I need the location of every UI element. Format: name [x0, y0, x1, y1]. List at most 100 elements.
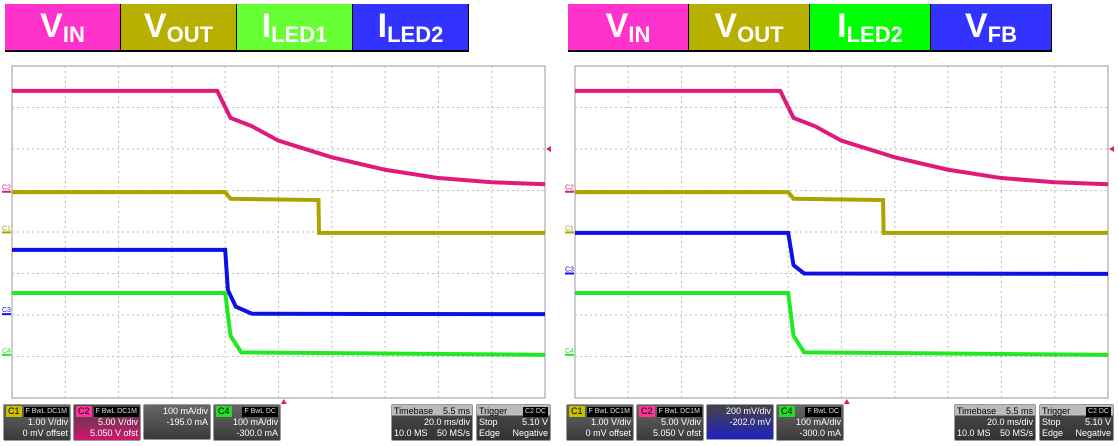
legend-item: I LED2 [353, 4, 469, 50]
channel-tag: C1 [6, 406, 22, 417]
ground-marker-c1: C1 [565, 225, 574, 232]
channel-flags: F BwL DC1M [656, 406, 702, 417]
trigger-flags: C2 DC [1085, 406, 1111, 417]
legend-item: V IN [568, 4, 689, 50]
ground-marker-c4: C4 [565, 348, 574, 355]
channel-scale: 100 mA/div [162, 406, 208, 416]
ground-marker-c1: C1 [2, 225, 11, 232]
legend-main: V [40, 7, 63, 45]
trigger-position-marker [280, 399, 287, 404]
channel-box-4[interactable]: C4 F BwL DC 100 mA/div -300.0 mA [213, 404, 281, 441]
legend-sub: IN [62, 22, 85, 47]
sample-rate: 50 MS/s [436, 428, 470, 438]
channel-offset: 5.050 V ofst [89, 428, 138, 438]
legend-main: V [143, 7, 167, 45]
scope-panel-left: V IN V OUT I LED1 I LED2 C2 C1 C3 C4 C1 F BwL DC1M 1.… [2, 4, 551, 444]
timebase-box[interactable]: Timebase 5.5 ms 20.0 ms/div 10.0 MS 50 MS/… [954, 404, 1036, 441]
trigger-flags: C2 DC [522, 406, 548, 417]
legend-sub: OUT [166, 22, 214, 47]
legend-main: I [261, 7, 272, 45]
timebase-delay: 5.5 ms [1005, 406, 1033, 416]
channel-box-3[interactable]: 200 mV/div -202.0 mV [706, 404, 774, 440]
trigger-mode: Stop [479, 417, 498, 427]
channel-box-4[interactable]: C4 F BwL DC 100 mA/div -300.0 mA [776, 404, 844, 441]
timebase-box[interactable]: Timebase 5.5 ms 20.0 ms/div 10.0 MS 50 MS/… [391, 404, 473, 441]
channel-flags: F BwL DC [805, 406, 841, 417]
trace-iled2 [575, 291, 1109, 357]
trigger-type: Edge [1042, 428, 1064, 438]
trace-vin [575, 88, 1109, 187]
trigger-level-marker [546, 146, 551, 152]
legend-item: I LED1 [237, 4, 353, 50]
timebase-label: Timebase [394, 406, 434, 416]
channel-offset: -300.0 mA [236, 428, 278, 438]
channel-scale: 200 mV/div [725, 406, 771, 416]
legend-main: V [605, 7, 629, 45]
legend-main: I [837, 7, 847, 45]
status-bar: C1 F BwL DC1M 1.00 V/div 0 mV offset C2 F B… [3, 404, 551, 444]
ground-marker-c3: C3 [565, 267, 574, 274]
ground-marker-c4: C4 [2, 348, 11, 355]
channel-scale: 1.00 V/div [590, 417, 631, 427]
trigger-label: Trigger [1042, 406, 1071, 416]
channel-scale: 1.00 V/div [27, 417, 68, 427]
legend-sub: LED2 [846, 22, 903, 47]
timebase-label: Timebase [957, 406, 997, 416]
trace-legend: V IN V OUT I LED1 I LED2 [5, 4, 469, 52]
trace-iled2 [12, 247, 546, 317]
legend-item: I LED2 [810, 4, 931, 50]
channel-tag: C1 [569, 406, 585, 417]
channel-tag: C4 [216, 406, 232, 417]
channel-offset: 5.050 V ofst [652, 428, 701, 438]
scope-panel-right: V IN V OUT I LED2 V FB C2 C1 C3 C4 C1 F BwL DC1M 1.00… [563, 0, 1118, 446]
channel-scale: 100 mA/div [795, 417, 841, 427]
trigger-level: 5.10 V [521, 417, 548, 427]
trigger-box[interactable]: Trigger C2 DC Stop 5.10 V Edge Negative [476, 404, 551, 441]
ground-marker-c3: C3 [2, 307, 11, 314]
trigger-slope: Negative [1075, 428, 1111, 438]
channel-offset: 0 mV offset [585, 428, 631, 438]
legend-main: V [964, 7, 988, 45]
trigger-type: Edge [479, 428, 501, 438]
legend-sub: LED1 [271, 22, 328, 47]
channel-box-1[interactable]: C1 F BwL DC1M 1.00 V/div 0 mV offset [3, 404, 71, 441]
trigger-slope: Negative [512, 428, 548, 438]
channel-flags: F BwL DC [242, 406, 278, 417]
trigger-level: 5.10 V [1084, 417, 1111, 427]
trace-vout [12, 190, 545, 235]
legend-sub: LED2 [387, 22, 444, 47]
memory-depth: 10.0 MS [394, 428, 428, 438]
legend-sub: OUT [737, 22, 784, 47]
channel-offset: 0 mV offset [22, 428, 68, 438]
trace-vout [575, 190, 1108, 235]
legend-item: V OUT [689, 4, 810, 50]
trace-legend: V IN V OUT I LED2 V FB [568, 4, 1052, 52]
trigger-mode: Stop [1042, 417, 1061, 427]
trigger-box[interactable]: Trigger C2 DC Stop 5.10 V Edge Negative [1039, 404, 1114, 441]
ground-marker-c2: C2 [565, 185, 574, 192]
channel-box-1[interactable]: C1 F BwL DC1M 1.00 V/div 0 mV offset [566, 404, 634, 441]
legend-main: V [714, 7, 738, 45]
legend-sub: IN [628, 22, 651, 47]
legend-item: V FB [931, 4, 1052, 50]
waveform-plot: C2 C1 C3 C4 [2, 65, 551, 404]
channel-scale: 5.00 V/div [97, 417, 138, 427]
channel-flags: F BwL DC1M [23, 406, 69, 417]
legend-item: V IN [5, 4, 121, 50]
channel-flags: F BwL DC1M [586, 406, 632, 417]
channel-box-2[interactable]: C2 F BwL DC1M 5.00 V/div 5.050 V ofst [73, 404, 141, 441]
trace-vfb [575, 230, 1109, 276]
trace-iled1 [12, 291, 546, 357]
channel-box-3[interactable]: 100 mA/div -195.0 mA [143, 404, 211, 440]
ground-marker-c2: C2 [2, 185, 11, 192]
trigger-position-marker [843, 399, 850, 404]
channel-tag: C2 [76, 406, 92, 417]
waveform-plot: C2 C1 C3 C4 [565, 65, 1114, 404]
trace-vin [12, 88, 546, 187]
channel-offset: -195.0 mA [166, 417, 208, 427]
channel-tag: C4 [779, 406, 795, 417]
timebase-scale: 20.0 ms/div [423, 417, 470, 427]
channel-box-2[interactable]: C2 F BwL DC1M 5.00 V/div 5.050 V ofst [636, 404, 704, 441]
channel-flags: F BwL DC1M [93, 406, 139, 417]
trigger-level-marker [1109, 146, 1114, 152]
